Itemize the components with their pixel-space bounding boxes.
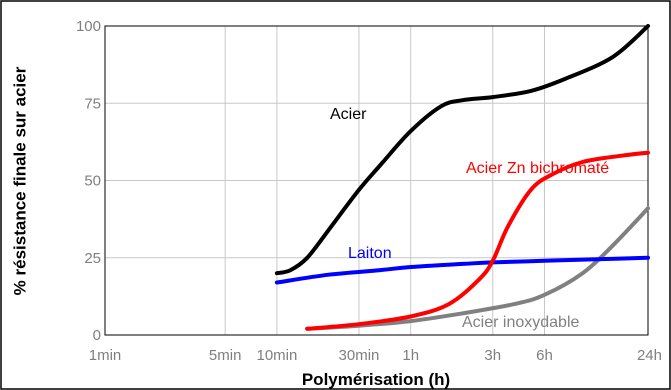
y-tick-label: 100 bbox=[76, 18, 101, 35]
x-tick-label: 3h bbox=[484, 347, 501, 364]
series-label-acier: Acier bbox=[330, 106, 367, 123]
series-label-acier-inoxydable: Acier inoxydable bbox=[462, 314, 580, 331]
x-tick-label: 1h bbox=[402, 347, 419, 364]
series-labels: Acier Acier Zn bichromaté Laiton Acier inox… bbox=[330, 106, 609, 331]
x-tick-label: 5min bbox=[209, 347, 242, 364]
series-line-acier-inoxydable bbox=[305, 206, 650, 331]
series-line-acier-zn-bichromate bbox=[305, 150, 650, 331]
x-tick-label: 6h bbox=[536, 347, 553, 364]
y-tick-labels: 0 25 50 75 100 bbox=[76, 18, 101, 344]
series-line-acier bbox=[274, 24, 650, 276]
y-axis-title: % résistance finale sur acier bbox=[10, 66, 29, 295]
series-lines bbox=[274, 24, 650, 331]
y-tick-label: 75 bbox=[84, 95, 101, 112]
series-label-acier-zn-bichromate: Acier Zn bichromaté bbox=[466, 160, 609, 177]
series-label-laiton: Laiton bbox=[348, 245, 392, 262]
x-tick-label: 24h bbox=[637, 347, 662, 364]
y-tick-label: 50 bbox=[84, 173, 101, 190]
x-tick-label: 30min bbox=[339, 347, 380, 364]
x-tick-label: 10min bbox=[256, 347, 297, 364]
x-axis-title: Polymérisation (h) bbox=[302, 370, 450, 389]
series-line-laiton bbox=[274, 255, 650, 285]
x-tick-labels: 1min 5min 10min 30min 1h 3h 6h 24h bbox=[89, 347, 662, 364]
y-tick-label: 25 bbox=[84, 250, 101, 267]
x-tick-label: 1min bbox=[89, 347, 122, 364]
plot-area-border bbox=[104, 25, 649, 336]
y-tick-label: 0 bbox=[93, 327, 101, 344]
